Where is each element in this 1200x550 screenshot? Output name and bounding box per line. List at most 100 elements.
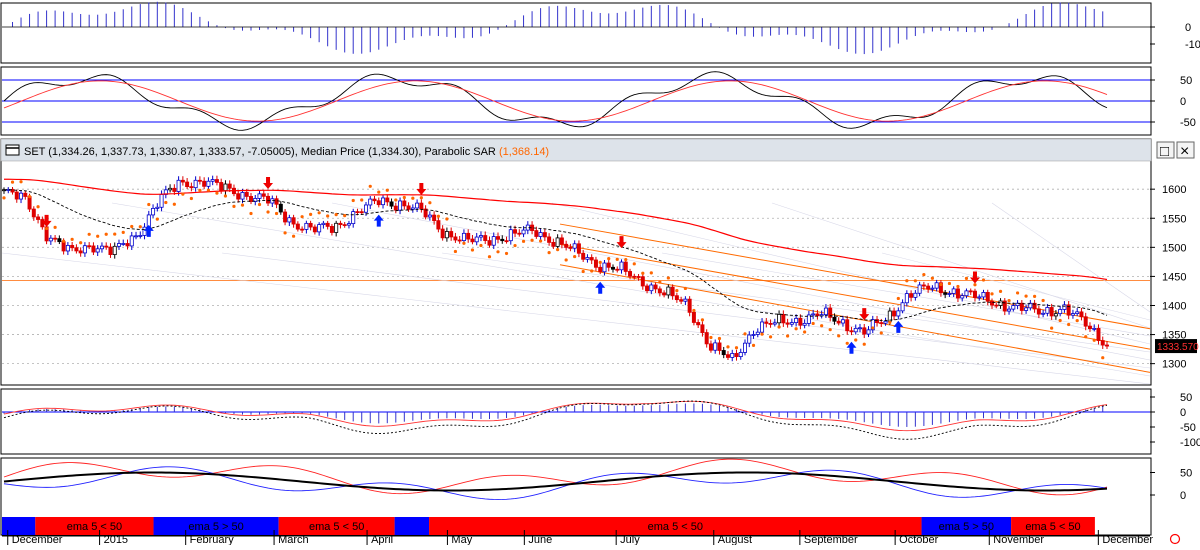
candle-body	[1066, 304, 1071, 316]
candle-body	[210, 179, 215, 182]
candle-body	[1105, 344, 1109, 347]
buy-signal-arrow	[846, 341, 857, 354]
sar-dot	[1041, 298, 1045, 303]
sar-dot	[266, 210, 270, 214]
x-tick-label: December	[12, 534, 63, 545]
candle-body	[832, 316, 837, 322]
candle-body	[538, 232, 543, 237]
sar-dot	[641, 271, 645, 275]
sar-dot	[368, 184, 372, 188]
sar-dot	[981, 278, 986, 282]
candle-body	[990, 300, 995, 306]
candle-body	[266, 195, 271, 204]
candle-body	[717, 342, 722, 351]
x-tick-label: December	[1102, 534, 1153, 545]
sar-dot	[428, 201, 432, 205]
candle-body	[470, 238, 475, 243]
candle-body	[444, 231, 449, 239]
candle-body	[662, 292, 667, 296]
candle-body	[896, 310, 901, 317]
top-y-tick-label: -10	[1185, 39, 1200, 51]
sar-dot	[377, 190, 381, 194]
candle-body	[449, 231, 454, 238]
candle-body	[628, 271, 633, 277]
sar-dot	[96, 234, 100, 238]
sar-dot	[19, 180, 23, 184]
candle-body	[129, 235, 134, 247]
ema-long-line	[3, 178, 1108, 281]
sar-dot	[1092, 338, 1096, 342]
candle-body	[649, 284, 654, 292]
candle-body	[244, 192, 249, 197]
candle-body	[19, 192, 24, 200]
candle-body	[938, 282, 943, 294]
sar-dot	[624, 257, 628, 262]
ema-band-segment	[1011, 517, 1095, 535]
candle-body	[355, 211, 360, 214]
candle-body	[917, 284, 922, 294]
candle-body	[457, 239, 462, 242]
sar-dot	[675, 289, 679, 293]
x-tick-label: February	[190, 534, 235, 545]
candle-body	[197, 179, 202, 182]
sar-dot	[44, 226, 49, 231]
close-button[interactable]	[1176, 141, 1195, 159]
sar-dot	[956, 284, 960, 289]
candle-body	[334, 222, 339, 233]
sar-dot	[837, 334, 841, 338]
candle-body	[291, 217, 296, 225]
candle-body	[904, 293, 909, 304]
candle-body	[406, 205, 411, 210]
x-tick-label: April	[371, 534, 393, 545]
sar-dot	[785, 334, 790, 338]
candle-body	[921, 284, 926, 287]
sar-dot	[1075, 319, 1079, 323]
candle-body	[1070, 313, 1075, 316]
candle-body	[74, 247, 79, 252]
median-price-line	[3, 189, 1108, 321]
sar-dot	[803, 330, 807, 334]
candle-body	[1036, 308, 1041, 315]
x-tick-label: September	[804, 534, 858, 545]
sar-dot	[164, 200, 168, 205]
last-price-box	[1155, 339, 1197, 354]
ema-band-label: ema 5 < 50	[309, 521, 364, 533]
sar-dot	[828, 328, 832, 332]
candle-body	[551, 241, 556, 247]
bottom-y-tick-label: 0	[1180, 490, 1186, 502]
sar-dot	[274, 211, 279, 216]
candle-body	[568, 246, 573, 249]
macd-y-tick-label: -50	[1180, 422, 1196, 434]
candle-body	[725, 354, 730, 358]
main-title-text: SET (1,334.26, 1,337.73, 1,330.87, 1,333…	[24, 146, 549, 158]
sar-dot	[726, 345, 730, 349]
sar-dot	[138, 225, 142, 229]
candle-body	[151, 207, 156, 216]
fan-line	[221, 252, 1151, 369]
candle-body	[1045, 307, 1050, 314]
candle-body	[202, 180, 207, 187]
sar-dot	[1050, 326, 1054, 330]
candle-body	[1087, 325, 1092, 330]
candle-body	[862, 327, 867, 335]
candle-body	[751, 334, 756, 336]
candle-body	[1019, 302, 1024, 311]
top-oscillator-panel	[0, 2, 1152, 64]
sar-dot	[411, 196, 415, 200]
candle-body	[53, 237, 58, 240]
candle-body	[142, 226, 147, 236]
sar-dot	[79, 241, 83, 245]
candle-body	[440, 228, 445, 239]
candle-body	[708, 343, 713, 351]
sar-dot	[615, 257, 619, 261]
sar-dot	[470, 248, 475, 252]
candle-body	[300, 228, 305, 231]
sell-signal-arrow	[859, 308, 870, 321]
main-y-tick-label: 1550	[1162, 213, 1186, 225]
candle-body	[372, 198, 377, 202]
candle-body	[1083, 316, 1088, 327]
candle-body	[564, 243, 569, 248]
candle-body	[704, 332, 709, 345]
candle-body	[1011, 305, 1016, 310]
maximize-button[interactable]	[1156, 141, 1175, 159]
